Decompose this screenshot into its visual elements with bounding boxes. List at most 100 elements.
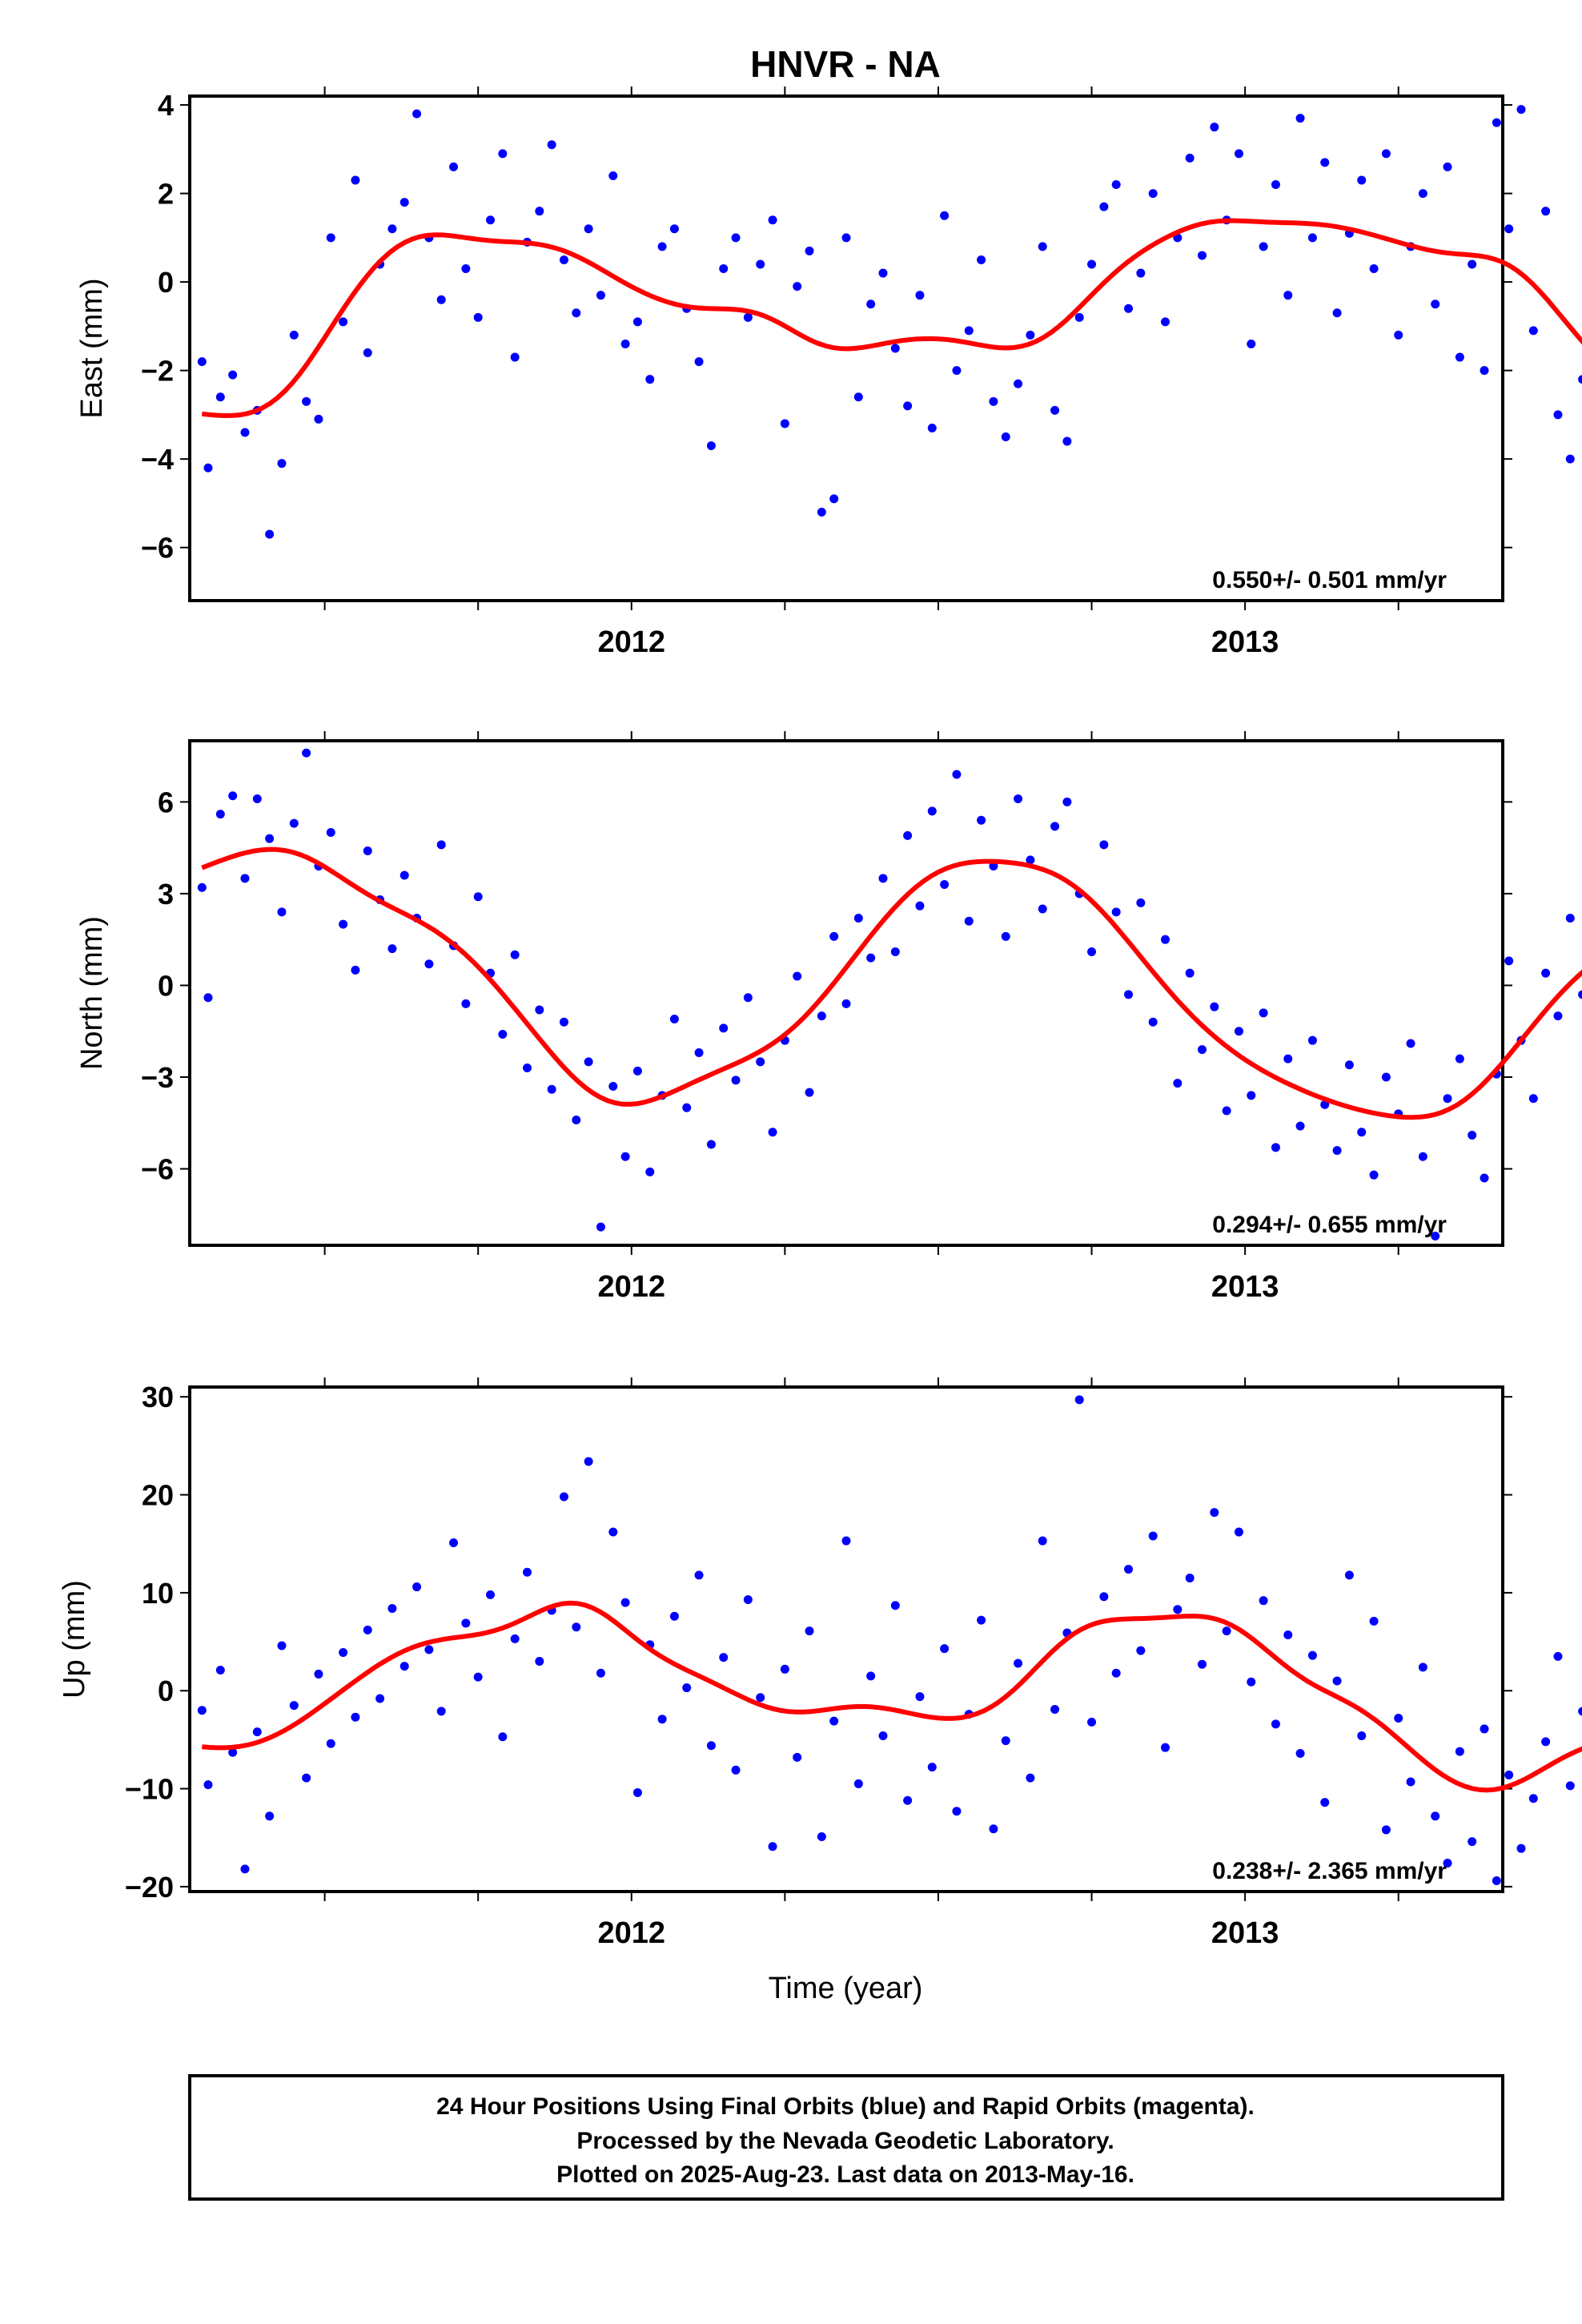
data-point — [559, 1492, 568, 1502]
data-point — [584, 224, 593, 234]
data-point — [314, 1669, 323, 1679]
data-point — [1173, 1079, 1182, 1088]
data-point — [977, 815, 986, 825]
data-point — [584, 1457, 593, 1466]
north-x-tick-label: 2012 — [598, 1270, 666, 1304]
north-y-tick-label: 6 — [158, 786, 174, 818]
data-point — [1528, 1794, 1538, 1803]
data-point — [1038, 242, 1047, 251]
up-panel: 2012 2013 30 20 10 0 −10 −20 Up (mm) 0.238+/- 2.3… — [58, 1377, 1582, 1950]
data-point — [203, 993, 213, 1003]
data-point — [669, 1611, 679, 1621]
data-point — [1320, 1798, 1330, 1807]
data-point — [780, 1664, 789, 1674]
east-y-tick-label: 2 — [158, 178, 174, 211]
data-point — [289, 330, 299, 340]
data-point — [1431, 300, 1440, 309]
data-point — [743, 993, 753, 1003]
data-point — [829, 931, 839, 941]
data-point — [510, 352, 520, 362]
data-point — [853, 1779, 863, 1788]
data-point — [252, 1727, 262, 1737]
data-point — [1578, 990, 1582, 999]
data-point — [498, 149, 508, 159]
data-point — [1210, 123, 1219, 132]
data-point — [1161, 935, 1170, 944]
data-point — [1173, 1605, 1182, 1614]
data-point — [805, 246, 814, 255]
footer-line-2: Processed by the Nevada Geodetic Laborat… — [576, 2128, 1114, 2154]
data-point — [522, 1063, 532, 1073]
data-point — [1369, 1616, 1379, 1626]
data-point — [1222, 1626, 1231, 1636]
data-point — [510, 1634, 520, 1643]
data-point — [1443, 1859, 1452, 1868]
data-point — [608, 171, 618, 180]
data-point — [1247, 339, 1256, 348]
data-point — [1259, 1596, 1268, 1606]
data-point — [1541, 207, 1551, 216]
data-point — [510, 950, 520, 959]
data-point — [215, 810, 225, 819]
data-point — [486, 1590, 496, 1599]
data-point — [400, 1662, 409, 1671]
data-point — [878, 874, 888, 883]
data-point — [1247, 1091, 1256, 1100]
data-point — [1087, 947, 1097, 956]
data-point — [952, 770, 962, 779]
data-point — [572, 1622, 581, 1632]
up-y-axis-label: Up (mm) — [58, 1580, 91, 1699]
data-point — [952, 366, 962, 376]
data-point — [1001, 1736, 1010, 1746]
data-point — [620, 1152, 630, 1161]
data-point — [1369, 264, 1379, 274]
data-point — [1026, 855, 1035, 865]
up-x-tick-label: 2012 — [598, 1916, 666, 1950]
data-point — [694, 1570, 704, 1580]
data-point — [841, 1536, 851, 1546]
east-y-axis-label: East (mm) — [75, 278, 109, 418]
data-point — [363, 348, 372, 358]
data-point — [363, 846, 372, 855]
data-point — [989, 862, 998, 871]
data-point — [1099, 202, 1109, 211]
data-point — [694, 357, 704, 367]
data-point — [1001, 931, 1010, 941]
x-axis-label: Time (year) — [769, 1972, 923, 2005]
data-point — [228, 791, 238, 801]
data-point — [1259, 1008, 1268, 1018]
data-point — [547, 1084, 556, 1094]
data-point — [1271, 1719, 1280, 1729]
north-y-tick-label: 3 — [158, 878, 174, 911]
data-point — [461, 264, 471, 274]
data-point — [596, 291, 605, 300]
data-point — [1431, 1232, 1440, 1241]
data-point — [1480, 1724, 1489, 1734]
data-point — [1320, 158, 1330, 167]
data-point — [1541, 1737, 1551, 1747]
east-y-tick-label: −2 — [141, 355, 174, 388]
data-point — [1087, 1717, 1097, 1727]
data-point — [240, 1864, 250, 1874]
data-point — [608, 1081, 618, 1091]
data-point — [903, 830, 913, 840]
data-point — [1553, 410, 1563, 420]
data-point — [1026, 1773, 1035, 1783]
east-y-tick-label: −4 — [141, 443, 174, 476]
north-panel: 2012 2013 6 3 0 −3 −6 North (mm) 0.294+/- 0.655 … — [75, 731, 1582, 1304]
data-point — [1332, 308, 1342, 318]
data-point — [706, 441, 716, 451]
data-point — [731, 1076, 741, 1085]
east-plot-frame — [188, 94, 1504, 602]
east-x-tick-label: 2012 — [598, 625, 666, 659]
north-y-tick-label: −6 — [141, 1153, 174, 1186]
data-point — [572, 1115, 581, 1124]
data-point — [302, 1773, 311, 1783]
data-point — [197, 357, 207, 367]
data-point — [1111, 907, 1121, 917]
data-point — [289, 818, 299, 828]
data-point — [682, 1683, 692, 1693]
data-point — [1455, 352, 1464, 362]
data-point — [768, 1842, 777, 1852]
data-point — [449, 162, 459, 171]
